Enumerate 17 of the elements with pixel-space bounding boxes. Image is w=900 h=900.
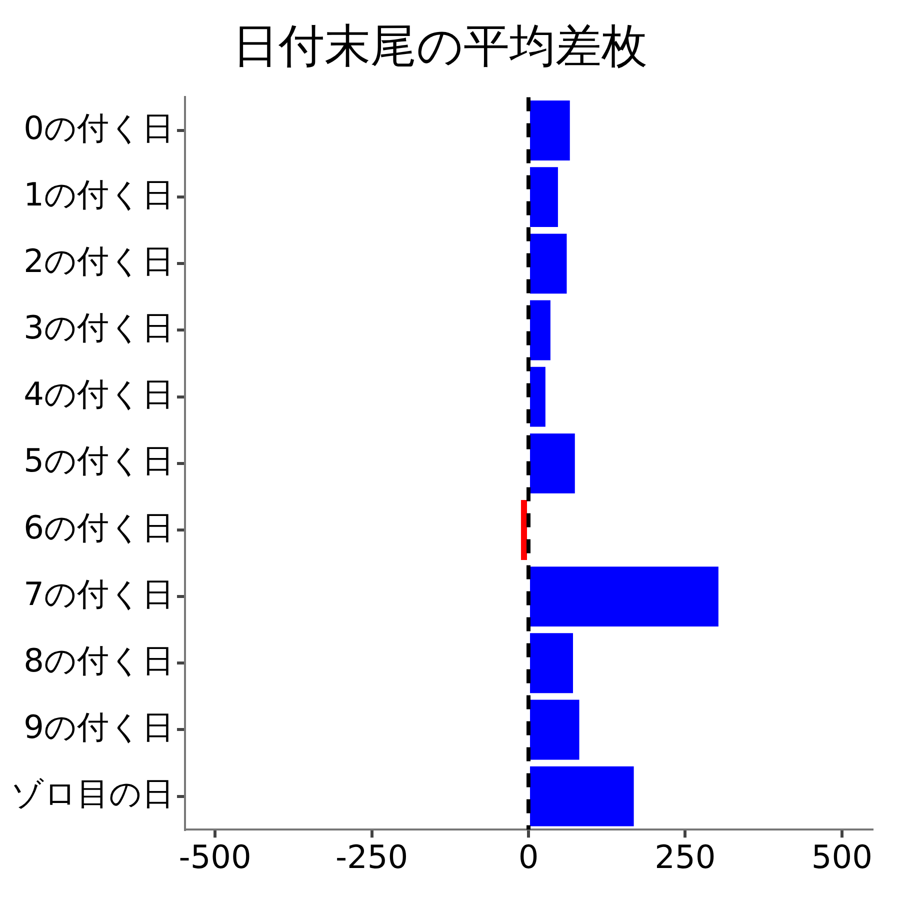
x-tick-label: -250 — [335, 838, 408, 876]
y-tick-label: 5の付く日 — [24, 442, 174, 480]
chart-title: 日付末尾の平均差枚 — [232, 18, 648, 73]
y-tick-label: 1の付く日 — [24, 175, 174, 214]
y-tick-label: 9の付く日 — [24, 708, 174, 746]
y-tick-label: 0の付く日 — [24, 108, 174, 147]
y-tick-label: 4の付く日 — [24, 375, 174, 414]
y-tick-label: 2の付く日 — [24, 242, 174, 280]
x-tick-label: 500 — [811, 838, 872, 876]
y-tick-label: 3の付く日 — [24, 308, 174, 347]
x-tick-label: 0 — [518, 838, 539, 876]
y-tick-label: 7の付く日 — [24, 574, 174, 613]
x-tick-label: -500 — [178, 838, 252, 876]
y-tick-label: 6の付く日 — [24, 508, 174, 546]
y-tick-label: ゾロ目の日 — [11, 774, 174, 813]
y-tick-label: 8の付く日 — [24, 641, 174, 680]
x-tick-label: 250 — [654, 838, 716, 876]
